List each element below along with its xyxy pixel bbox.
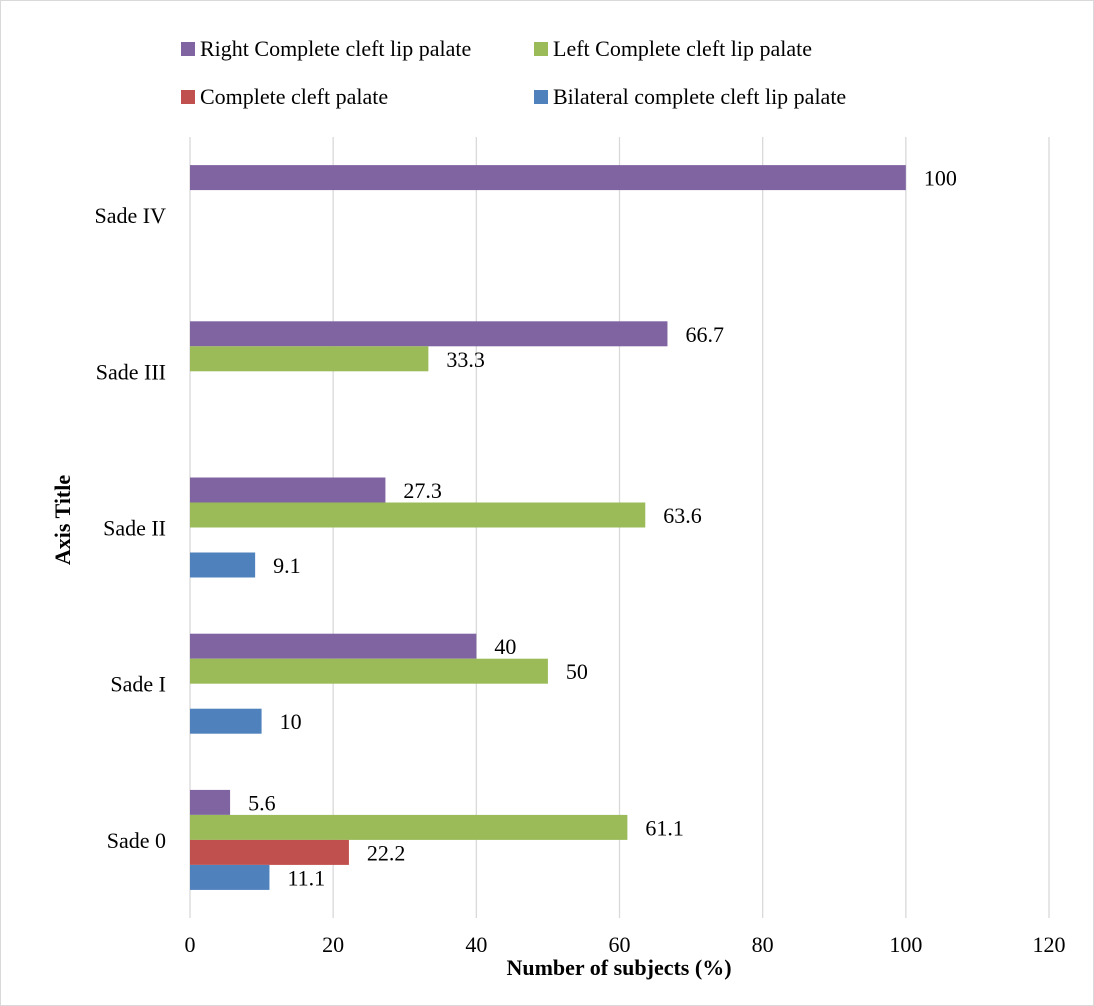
- y-category-label: Sade IV: [95, 203, 167, 228]
- data-label: 33.3: [446, 347, 485, 372]
- legend-swatch-complete-cleft-palate: [181, 90, 195, 104]
- bar: [190, 502, 646, 528]
- legend-label-bilateral-complete: Bilateral complete cleft lip palate: [553, 84, 847, 109]
- x-tick-label: 80: [752, 932, 774, 957]
- y-axis-title: Axis Title: [50, 475, 75, 565]
- y-category-label: Sade 0: [107, 828, 166, 853]
- bar: [190, 346, 429, 372]
- x-tick-label: 0: [185, 932, 196, 957]
- legend-swatch-left-complete: [534, 42, 548, 56]
- bar: [190, 321, 668, 347]
- bar: [190, 477, 386, 503]
- legend-label-complete-cleft-palate: Complete cleft palate: [200, 84, 389, 109]
- bar: [190, 552, 256, 578]
- label-layer: 0 20 40 60 80 100 120 Sade 0 5.6 61.1 22.2 11.1 Sade…: [95, 166, 1066, 957]
- data-label: 27.3: [403, 478, 442, 503]
- x-tick-label: 20: [322, 932, 344, 957]
- data-label: 66.7: [685, 322, 724, 347]
- bar: [190, 789, 231, 815]
- data-label: 50: [566, 659, 588, 684]
- x-tick-label: 40: [465, 932, 487, 957]
- legend-label-left-complete: Left Complete cleft lip palate: [553, 36, 813, 61]
- bar: [190, 708, 262, 734]
- x-tick-label: 60: [609, 932, 631, 957]
- bar: [190, 633, 477, 659]
- x-axis-title: Number of subjects (%): [506, 955, 731, 980]
- bar: [190, 864, 270, 890]
- data-label: 61.1: [645, 815, 684, 840]
- data-label: 63.6: [663, 503, 702, 528]
- data-label: 22.2: [367, 840, 406, 865]
- bar-layer: [190, 165, 906, 890]
- legend-item-complete-cleft-palate: Complete cleft palate: [181, 84, 388, 110]
- legend-item-bilateral-complete: Bilateral complete cleft lip palate: [534, 84, 846, 110]
- bar: [190, 165, 906, 191]
- y-category-label: Sade III: [96, 359, 166, 384]
- legend-label-right-complete: Right Complete cleft lip palate: [200, 36, 472, 61]
- x-tick-label: 120: [1033, 932, 1066, 957]
- bar: [190, 839, 349, 865]
- data-label: 11.1: [287, 865, 325, 890]
- x-tick-label: 100: [889, 932, 922, 957]
- legend-item-left-complete: Left Complete cleft lip palate: [534, 36, 812, 62]
- y-category-label: Sade I: [110, 672, 166, 697]
- data-label: 9.1: [273, 553, 301, 578]
- y-category-label: Sade II: [103, 516, 166, 541]
- legend-item-right-complete: Right Complete cleft lip palate: [181, 36, 471, 62]
- chart-legend: Right Complete cleft lip palate Left Com…: [0, 0, 1094, 140]
- legend-swatch-right-complete: [181, 42, 195, 56]
- legend-swatch-bilateral-complete: [534, 90, 548, 104]
- data-label: 10: [280, 709, 302, 734]
- data-label: 40: [494, 634, 516, 659]
- data-label: 5.6: [248, 790, 276, 815]
- bar: [190, 658, 548, 684]
- bar: [190, 814, 628, 840]
- data-label: 100: [924, 166, 957, 191]
